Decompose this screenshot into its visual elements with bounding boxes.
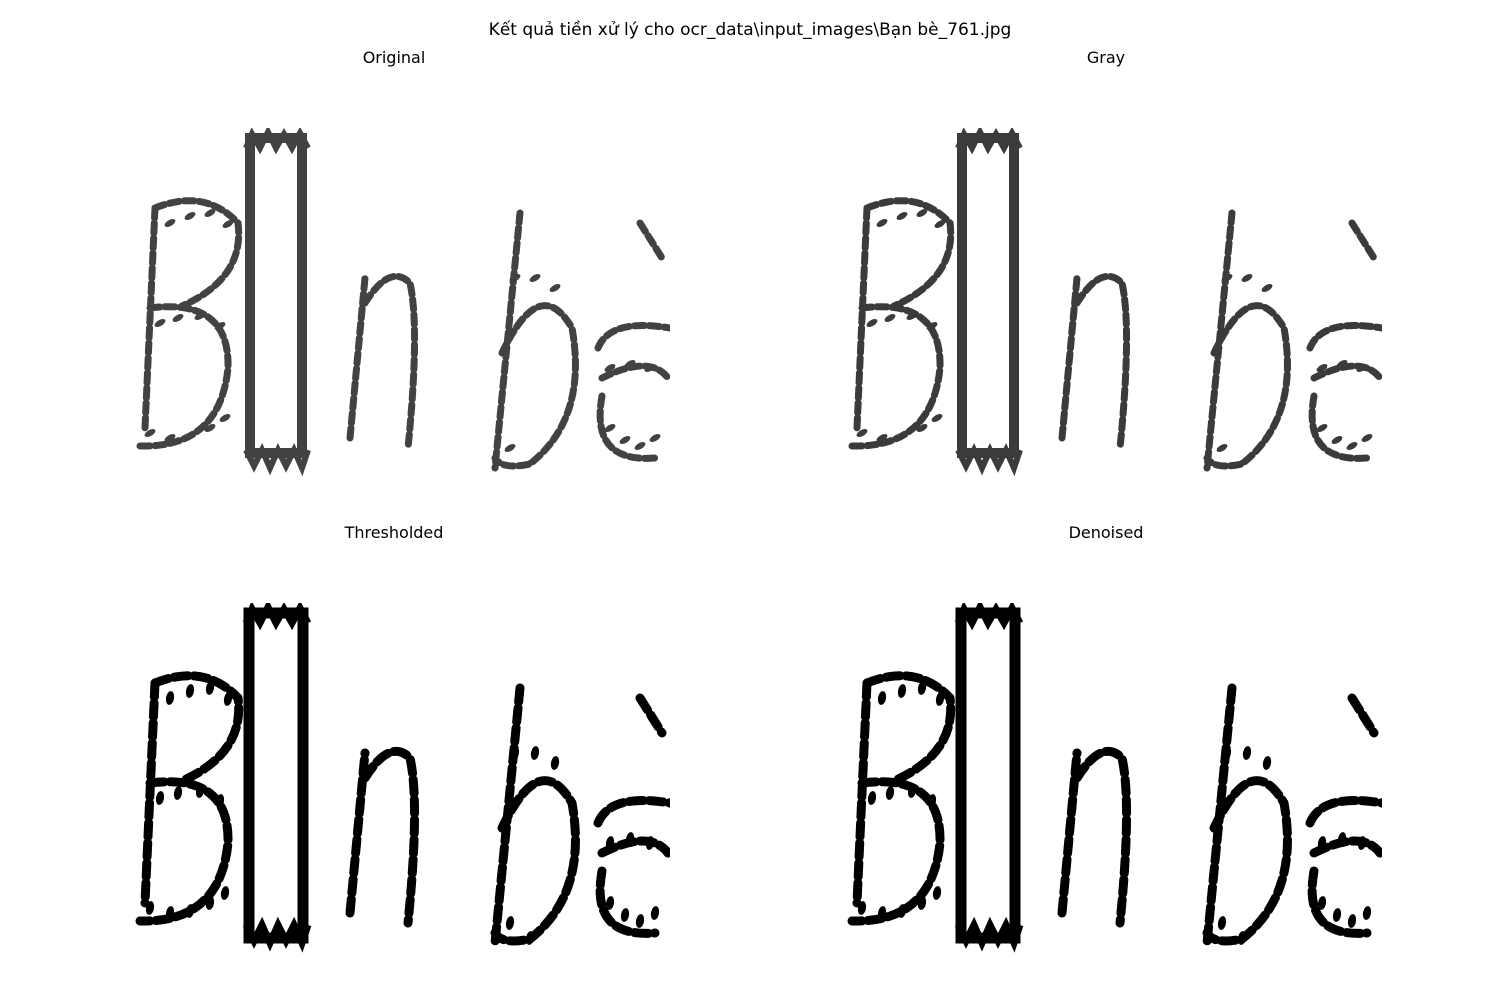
handwriting-strokes <box>135 603 670 953</box>
panel-thresholded-image <box>110 603 670 983</box>
handwriting-image-denoised <box>822 603 1382 983</box>
handwriting-strokes <box>847 603 1382 953</box>
panel-original-title: Original <box>362 48 426 67</box>
panel-gray-title: Gray <box>1086 48 1126 67</box>
handwriting-strokes <box>136 128 670 477</box>
panel-original-image <box>110 128 670 508</box>
panel-denoised-image <box>822 603 1382 983</box>
handwriting-image-thresholded <box>110 603 670 983</box>
panel-gray-image <box>822 128 1382 508</box>
panel-denoised-title: Denoised <box>1068 523 1144 542</box>
handwriting-image-gray <box>822 128 1382 508</box>
handwriting-image-original <box>110 128 670 508</box>
figure-title: Kết quả tiền xử lý cho ocr_data\input_im… <box>488 20 1012 40</box>
handwriting-strokes <box>848 128 1382 477</box>
panel-thresholded-title: Thresholded <box>344 523 444 542</box>
